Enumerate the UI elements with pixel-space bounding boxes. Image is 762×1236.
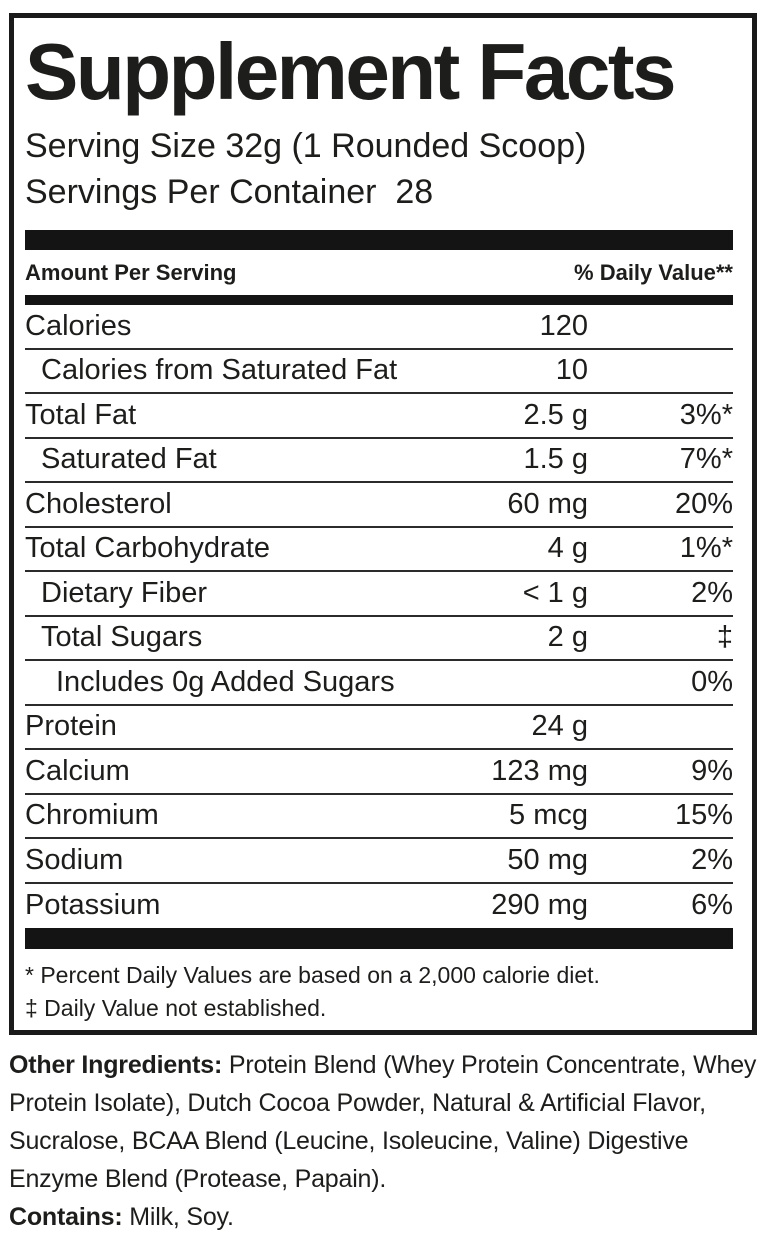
nutrient-dv: 1%* (679, 532, 733, 565)
nutrient-name: Chromium (25, 799, 159, 832)
contains-text: Milk, Soy. (122, 1203, 234, 1231)
separator-bar-header (25, 295, 733, 305)
table-row: Total Sugars 2 g ‡ (25, 617, 733, 661)
nutrient-dv: 0% (691, 665, 733, 698)
nutrient-name: Calories from Saturated Fat (41, 354, 398, 387)
nutrient-name: Potassium (25, 889, 161, 922)
other-ingredients-paragraph: Other Ingredients: Protein Blend (Whey P… (9, 1046, 759, 1198)
nutrient-dv: 7%* (679, 443, 733, 476)
panel-title: Supplement Facts (25, 27, 677, 116)
nutrient-name: Includes 0g Added Sugars (56, 665, 395, 698)
footnote-daily-values: * Percent Daily Values are based on a 2,… (25, 962, 600, 988)
table-row: Calories from Saturated Fat 10 (25, 350, 733, 394)
contains-label: Contains: (9, 1203, 123, 1231)
nutrient-name: Sodium (25, 843, 124, 876)
serving-size-line: Serving Size 32g (1 Rounded Scoop) (25, 127, 587, 165)
other-ingredients-label: Other Ingredients: (9, 1051, 223, 1079)
supplement-facts-panel: Supplement Facts Serving Size 32g (1 Rou… (9, 13, 757, 1035)
table-row: Cholesterol 60 mg 20% (25, 483, 733, 528)
nutrient-amount: 5 mcg (509, 799, 588, 832)
table-header-row: Amount Per Serving % Daily Value** (25, 250, 733, 295)
table-row: Total Fat 2.5 g 3%* (25, 394, 733, 439)
nutrient-amount: 1.5 g (523, 443, 589, 476)
nutrient-dv: 20% (674, 487, 733, 520)
other-ingredients-text: Protein Blend (Whey Protein Concentrate,… (9, 1051, 757, 1193)
daily-value-header: % Daily Value** (574, 259, 733, 285)
nutrient-name: Cholesterol (25, 487, 172, 520)
nutrient-name: Saturated Fat (41, 443, 217, 476)
table-row: Dietary Fiber < 1 g 2% (25, 572, 733, 617)
nutrient-amount: 2 g (547, 621, 588, 654)
nutrient-name: Calcium (25, 754, 130, 787)
nutrient-table: Calories 120 Calories from Saturated Fat 10… (25, 305, 733, 928)
footnotes: * Percent Daily Values are based on a 2,… (25, 959, 733, 1025)
nutrient-amount: 2.5 g (523, 398, 589, 431)
table-row: Protein 24 g (25, 706, 733, 750)
contains-paragraph: Contains: Milk, Soy. (9, 1198, 759, 1236)
table-row: Potassium 290 mg 6% (25, 884, 733, 929)
separator-bar-top (25, 230, 733, 250)
nutrient-dv: 2% (691, 843, 733, 876)
nutrient-dv: ‡ (716, 621, 733, 654)
nutrient-amount: 290 mg (491, 889, 588, 922)
nutrient-amount: 123 mg (491, 754, 588, 787)
nutrient-name: Total Sugars (41, 621, 203, 654)
nutrient-amount: < 1 g (522, 576, 588, 609)
amount-per-serving-header: Amount Per Serving (25, 259, 237, 285)
footnote-not-established: ‡ Daily Value not established. (25, 995, 327, 1021)
nutrient-name: Total Fat (25, 398, 137, 431)
nutrient-dv: 2% (691, 576, 733, 609)
table-row: Sodium 50 mg 2% (25, 839, 733, 884)
nutrient-name: Calories (25, 309, 132, 342)
bottom-text-block: Other Ingredients: Protein Blend (Whey P… (9, 1046, 759, 1236)
nutrient-amount: 120 (539, 309, 588, 342)
table-row: Total Carbohydrate 4 g 1%* (25, 528, 733, 572)
nutrient-dv: 6% (691, 889, 733, 922)
nutrient-name: Total Carbohydrate (25, 532, 271, 565)
table-row: Chromium 5 mcg 15% (25, 795, 733, 839)
table-row: Includes 0g Added Sugars 0% (25, 661, 733, 706)
separator-bar-bottom (25, 928, 733, 949)
nutrient-amount: 10 (555, 354, 588, 387)
nutrient-dv: 9% (691, 754, 733, 787)
table-row: Calories 120 (25, 305, 733, 350)
nutrient-amount: 50 mg (507, 843, 588, 876)
nutrient-dv: 15% (674, 799, 733, 832)
servings-per-container-line: Servings Per Container 28 (25, 173, 434, 211)
nutrient-amount: 24 g (531, 710, 588, 743)
table-row: Calcium 123 mg 9% (25, 750, 733, 795)
nutrient-name: Dietary Fiber (41, 576, 207, 609)
nutrient-name: Protein (25, 710, 117, 743)
table-row: Saturated Fat 1.5 g 7%* (25, 439, 733, 483)
nutrient-amount: 60 mg (507, 487, 588, 520)
nutrient-dv: 3%* (679, 398, 733, 431)
nutrient-amount: 4 g (547, 532, 588, 565)
